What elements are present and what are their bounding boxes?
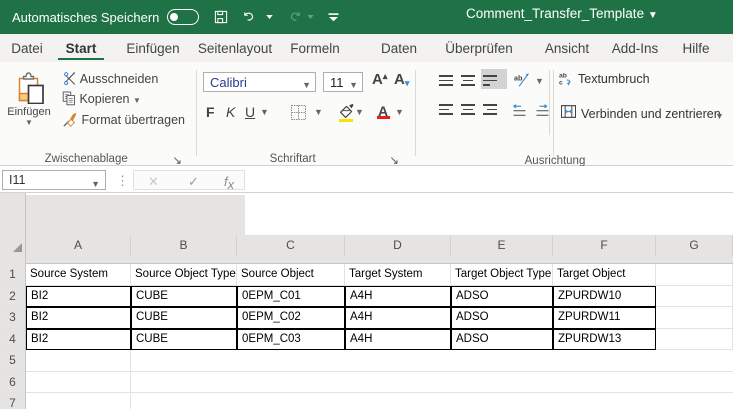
svg-text:ab: ab <box>559 73 567 80</box>
svg-text:ab: ab <box>514 73 523 82</box>
svg-text:c: c <box>559 79 563 86</box>
